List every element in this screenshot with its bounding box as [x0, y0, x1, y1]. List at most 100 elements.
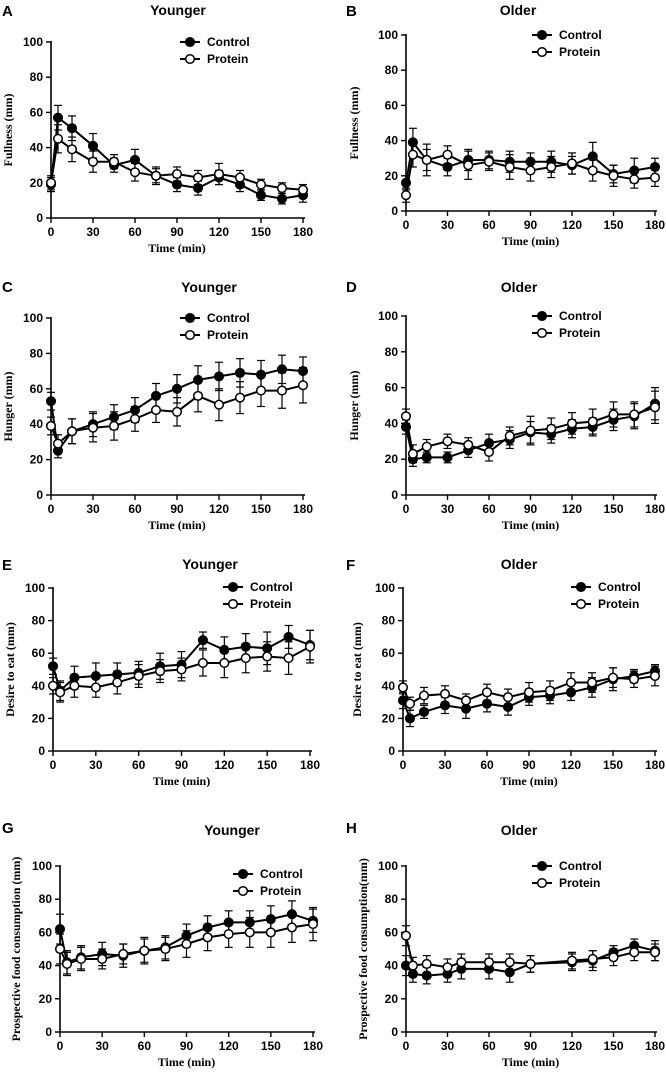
legend: Control Protein	[532, 28, 602, 59]
x-tick-label: 30	[441, 218, 455, 232]
data-point	[234, 392, 246, 403]
data-point	[483, 957, 495, 968]
y-tick-label: 80	[39, 892, 53, 906]
series-protein	[45, 124, 309, 196]
legend-marker	[227, 581, 239, 593]
x-tick-label: 30	[86, 502, 100, 516]
legend-label: Protein	[250, 597, 291, 611]
data-point	[649, 172, 661, 183]
x-tick-label: 30	[438, 758, 452, 772]
data-point	[255, 179, 267, 190]
series-control	[45, 104, 309, 205]
x-tick-label: 0	[403, 502, 410, 516]
x-tick-label: 150	[257, 758, 277, 772]
y-tick-label: 80	[32, 614, 46, 628]
y-tick-label: 0	[36, 211, 43, 225]
y-tick-label: 20	[30, 176, 44, 190]
y-tick-label: 20	[385, 992, 399, 1006]
x-axis-label: Time (min)	[153, 774, 210, 788]
data-point	[118, 948, 129, 960]
legend-label: Protein	[559, 45, 600, 59]
x-tick-label: 90	[524, 502, 538, 516]
series-protein	[54, 906, 319, 977]
panel-g: G Younger 0 20 40 60 80 100 0 30 60 90 120 150 180 Time…	[2, 820, 323, 1069]
x-axis-label: Time (min)	[502, 1055, 559, 1069]
legend-marker	[237, 868, 249, 880]
x-tick-label: 30	[95, 1039, 109, 1053]
x-tick-label: 0	[50, 758, 57, 772]
data-point	[108, 420, 120, 432]
panel-f: F Older 0 20 40 60 80 100 0 30 60 90 120 150 180 Time (…	[346, 556, 665, 788]
legend: Control Protein	[233, 867, 303, 898]
data-point	[607, 672, 619, 683]
x-tick-label: 90	[524, 218, 538, 232]
legend-label: Control	[207, 311, 250, 325]
panel-title: Younger	[181, 279, 237, 295]
data-point	[407, 960, 418, 971]
data-point	[45, 420, 57, 432]
data-point	[628, 674, 640, 685]
panel-title: Younger	[150, 2, 206, 18]
legend-label: Protein	[559, 326, 600, 340]
panel-title: Younger	[182, 556, 238, 572]
y-tick-label: 80	[30, 346, 44, 360]
data-point	[219, 657, 230, 669]
x-tick-label: 120	[214, 758, 234, 772]
y-axis-label: Prospective food consumption(mm)	[356, 858, 370, 1040]
data-point	[45, 396, 57, 407]
y-tick-label: 60	[385, 925, 399, 939]
series-protein	[400, 925, 661, 977]
x-tick-label: 90	[170, 502, 184, 516]
y-axis-label: Desire to eat (mm)	[3, 622, 17, 717]
data-point	[544, 685, 556, 696]
data-point	[255, 190, 267, 201]
y-tick-label: 100	[378, 859, 398, 873]
y-tick-label: 0	[388, 744, 395, 758]
data-point	[55, 687, 66, 698]
data-point	[47, 661, 59, 672]
x-axis-label: Time (min)	[148, 241, 205, 255]
x-tick-label: 120	[209, 502, 229, 516]
legend-marker	[536, 46, 548, 58]
x-tick-label: 120	[562, 218, 582, 232]
x-tick-label: 30	[86, 225, 100, 239]
x-tick-label: 0	[403, 1039, 410, 1053]
data-point	[52, 438, 64, 449]
legend-marker	[184, 312, 196, 324]
y-axis-label: Fullness (mm)	[1, 94, 15, 167]
legend-marker	[536, 29, 548, 41]
data-point	[608, 952, 619, 963]
legend-marker	[536, 860, 548, 872]
panel-letter: E	[2, 557, 12, 574]
data-point	[181, 938, 192, 950]
x-tick-label: 90	[175, 758, 189, 772]
data-point	[133, 670, 144, 682]
data-point	[223, 929, 234, 940]
data-point	[421, 441, 432, 452]
x-tick-label: 60	[128, 502, 142, 516]
x-tick-label: 60	[482, 218, 496, 232]
legend-label: Control	[207, 35, 250, 49]
y-tick-label: 80	[30, 70, 44, 84]
x-tick-label: 120	[219, 1039, 239, 1053]
legend-marker	[575, 598, 587, 610]
y-tick-label: 40	[32, 679, 46, 693]
panel-title: Older	[501, 279, 538, 295]
panel-letter: D	[346, 279, 357, 296]
legend-label: Control	[598, 580, 641, 594]
y-tick-label: 20	[32, 711, 46, 725]
data-point	[525, 165, 536, 176]
data-point	[213, 371, 225, 382]
x-tick-label: 60	[482, 1039, 496, 1053]
data-point	[87, 140, 99, 151]
y-tick-label: 100	[378, 309, 398, 323]
y-tick-label: 40	[39, 959, 53, 973]
x-tick-label: 90	[170, 225, 184, 239]
data-point	[47, 680, 59, 691]
data-point	[66, 426, 78, 437]
data-point	[265, 927, 276, 938]
data-point	[525, 425, 536, 436]
panel-letter: G	[2, 820, 14, 837]
y-tick-label: 80	[385, 892, 399, 906]
data-point	[192, 390, 204, 401]
